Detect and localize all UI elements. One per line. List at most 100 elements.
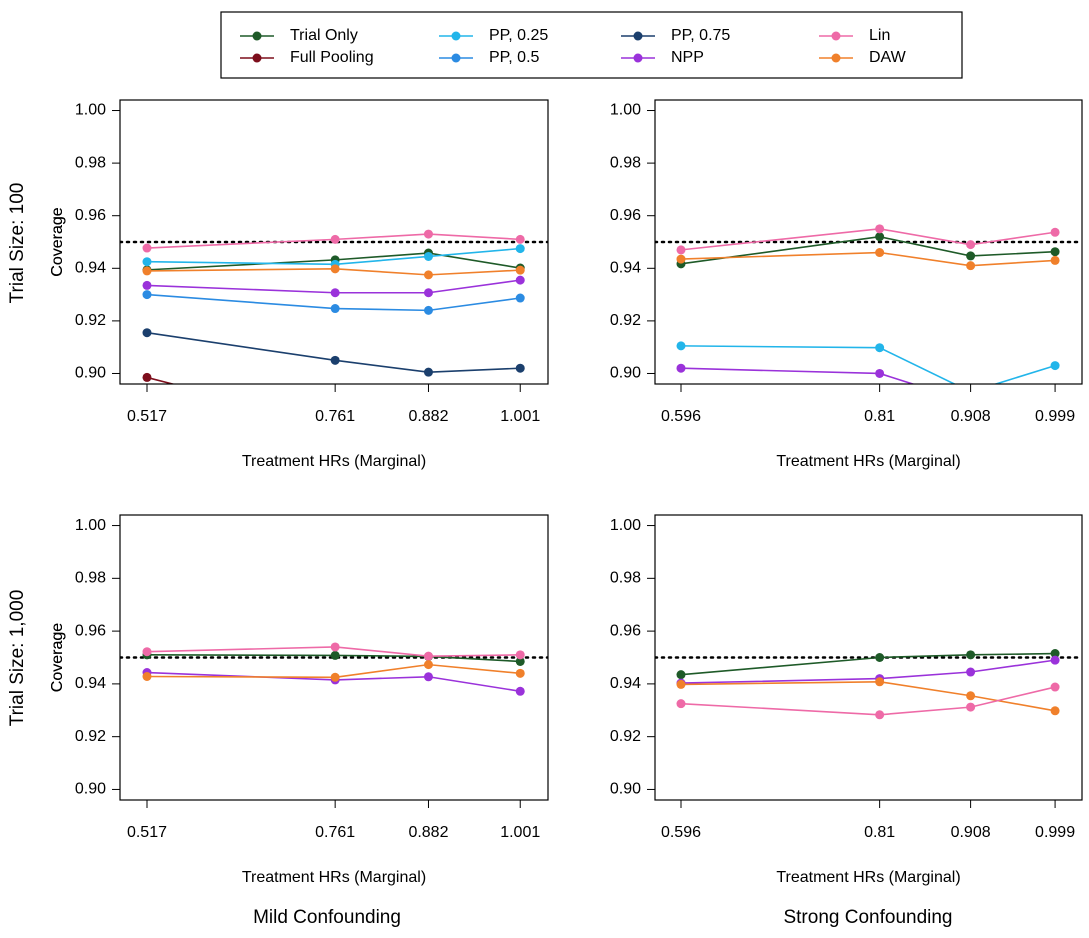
series-line: PP, 0.75 [146, 331, 521, 373]
legend-label: PP, 0.25 [489, 27, 548, 44]
point [515, 293, 525, 303]
point [330, 642, 340, 652]
legend-label: Full Pooling [290, 49, 374, 66]
point [966, 650, 976, 660]
legend-label: NPP [671, 49, 704, 66]
point [423, 367, 433, 377]
y-axis-label: Coverage [49, 623, 66, 692]
point [875, 710, 885, 720]
y-tick-label: 0.98 [610, 154, 641, 171]
y-tick-label: 0.92 [610, 312, 641, 329]
y-tick-label: 1.00 [610, 102, 641, 119]
legend-label: PP, 0.5 [489, 49, 540, 66]
plot-box [654, 514, 1083, 801]
point [515, 686, 525, 696]
point [142, 266, 152, 276]
x-tick-label: 0.517 [127, 408, 167, 425]
y-tick-label: 0.94 [75, 675, 106, 692]
y-tick-label: 0.94 [610, 675, 641, 692]
point [1050, 655, 1060, 665]
point [142, 328, 152, 338]
point [330, 355, 340, 365]
point [875, 343, 885, 353]
point [515, 656, 525, 666]
series-line: Trial Only [146, 252, 521, 271]
series-line: DAW [680, 251, 1056, 267]
legend-label: PP, 0.75 [671, 27, 730, 44]
series-line: Lin [146, 233, 521, 249]
x-tick-label: 0.761 [315, 408, 355, 425]
series-line: DAW [146, 268, 521, 276]
point [875, 368, 885, 378]
legend-dot [451, 53, 461, 63]
point [676, 245, 686, 255]
legend-box [220, 11, 963, 79]
y-tick-label: 0.90 [610, 365, 641, 382]
point [515, 275, 525, 285]
point [423, 270, 433, 280]
x-tick-label: 0.999 [1035, 408, 1075, 425]
y-tick-label: 0.98 [610, 570, 641, 587]
y-tick-label: 0.96 [610, 622, 641, 639]
point [676, 670, 686, 680]
x-tick-label: 0.908 [951, 408, 991, 425]
point [330, 672, 340, 682]
point [515, 668, 525, 678]
series-line: PP, 0.25 [680, 345, 1056, 384]
legend-dot [633, 53, 643, 63]
x-tick-label: 0.761 [315, 824, 355, 841]
x-tick-label: 0.882 [408, 408, 448, 425]
y-tick-label: 0.96 [75, 622, 106, 639]
col-label: Mild Confounding [253, 907, 401, 928]
point [142, 243, 152, 253]
x-axis-label: Treatment HRs (Marginal) [242, 869, 426, 886]
y-tick-label: 0.96 [75, 207, 106, 224]
point [1050, 361, 1060, 371]
x-axis-label: Treatment HRs (Marginal) [776, 453, 960, 470]
point [423, 660, 433, 670]
plot-box [119, 99, 549, 385]
point [966, 667, 976, 677]
point [515, 363, 525, 373]
point [330, 304, 340, 314]
plot-area: Trial OnlyNPPLinDAW [120, 642, 548, 696]
plot-area: Trial OnlyNPPDAWLin [655, 649, 1082, 720]
point [142, 672, 152, 681]
point [516, 448, 525, 457]
point [515, 244, 525, 254]
x-tick-label: 0.596 [661, 824, 701, 841]
y-tick-label: 0.94 [610, 260, 641, 277]
plot-box [119, 514, 549, 801]
series-line: NPP [680, 659, 1056, 684]
point [142, 290, 152, 300]
point [676, 254, 686, 264]
y-axis-label: Coverage [49, 623, 66, 692]
legend-label: Lin [869, 27, 890, 44]
point [875, 248, 885, 258]
point [1050, 649, 1060, 659]
x-tick-label: 0.81 [864, 824, 895, 841]
series-line: Trial Only [680, 235, 1056, 265]
series-line: Trial Only [146, 654, 521, 663]
point [515, 234, 525, 244]
legend-dot [831, 31, 841, 41]
point [330, 234, 340, 244]
point [966, 398, 975, 407]
x-tick-label: 0.517 [127, 824, 167, 841]
y-tick-label: 0.98 [75, 154, 106, 171]
x-axis-label: Treatment HRs (Marginal) [776, 869, 960, 886]
y-tick-label: 0.92 [75, 312, 106, 329]
col-label: Strong Confounding [783, 907, 952, 928]
point [966, 251, 976, 261]
y-tick-label: 0.90 [610, 781, 641, 798]
legend-dot [252, 53, 262, 63]
legend-label: Trial Only [290, 27, 358, 44]
point [423, 651, 433, 661]
y-tick-label: 0.94 [75, 260, 106, 277]
series-line: Lin [680, 228, 1056, 251]
y-tick-label: 0.90 [75, 365, 106, 382]
point [423, 229, 433, 239]
point [330, 288, 340, 298]
